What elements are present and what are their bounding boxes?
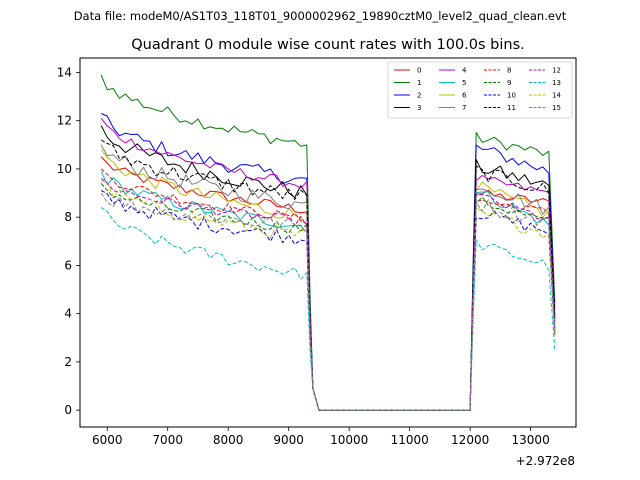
legend-label-0: 0 <box>417 67 421 75</box>
legend-label-14: 14 <box>552 92 561 100</box>
x-tick-label: 12000 <box>451 433 489 447</box>
legend-label-6: 6 <box>462 92 467 100</box>
series-line-4 <box>100 117 556 411</box>
series-line-6 <box>100 149 556 411</box>
x-tick-label: 10000 <box>330 433 368 447</box>
y-tick-label: 6 <box>64 258 72 272</box>
legend-box <box>387 61 573 119</box>
x-tick-label: 11000 <box>391 433 429 447</box>
y-tick-label: 12 <box>57 114 72 128</box>
legend-label-12: 12 <box>552 67 561 75</box>
chart-suptitle: Data file: modeM0/AS1T03_118T01_90000029… <box>74 9 567 23</box>
legend-label-7: 7 <box>462 104 466 112</box>
series-line-11 <box>100 139 556 411</box>
x-tick-label: 13000 <box>512 433 550 447</box>
chart-title: Quadrant 0 module wise count rates with … <box>131 37 525 53</box>
x-tick-label: 6000 <box>92 433 123 447</box>
x-tick-label: 7000 <box>152 433 183 447</box>
series-line-2 <box>101 113 556 411</box>
x-tick-label: 8000 <box>213 433 244 447</box>
series-line-9 <box>100 183 556 411</box>
series-line-5 <box>100 171 556 411</box>
legend-label-8: 8 <box>507 67 511 75</box>
legend-label-11: 11 <box>507 104 516 112</box>
series-line-15 <box>100 192 556 411</box>
y-tick-label: 8 <box>64 210 72 224</box>
y-tick-label: 14 <box>57 65 72 79</box>
y-tick-label: 4 <box>64 307 72 321</box>
series-line-8 <box>100 168 556 411</box>
plot-area <box>79 57 577 428</box>
x-axis: 6000 7000 8000 9000 10000 11000 12000 13000 <box>92 427 550 447</box>
series-line-3 <box>100 125 556 411</box>
series-line-10 <box>100 190 556 411</box>
legend-label-10: 10 <box>507 92 516 100</box>
legend-label-4: 4 <box>462 67 467 75</box>
x-tick-label: 9000 <box>273 433 304 447</box>
legend-label-5: 5 <box>462 79 466 87</box>
y-tick-label: 10 <box>57 162 72 176</box>
series-line-1 <box>100 74 556 411</box>
y-tick-label: 0 <box>64 403 72 417</box>
legend-label-15: 15 <box>552 104 561 112</box>
series-line-12 <box>100 178 556 411</box>
legend-label-9: 9 <box>507 79 511 87</box>
series-line-13 <box>100 207 556 411</box>
series-layer <box>100 74 556 411</box>
y-tick-label: 2 <box>64 355 72 369</box>
x-offset-label: +2.972e8 <box>516 454 575 468</box>
y-axis: 0 2 4 6 8 10 12 14 <box>57 65 80 417</box>
legend-label-2: 2 <box>417 92 421 100</box>
legend-label-1: 1 <box>417 79 421 87</box>
legend-label-3: 3 <box>417 104 421 112</box>
axes-frame <box>79 57 577 428</box>
series-line-14 <box>101 180 556 411</box>
series-line-0 <box>100 156 556 411</box>
legend-label-13: 13 <box>552 79 561 87</box>
